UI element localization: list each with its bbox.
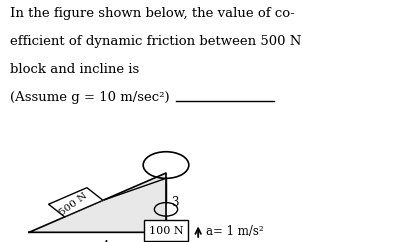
Polygon shape bbox=[49, 188, 103, 217]
Text: 4: 4 bbox=[102, 240, 110, 242]
Text: (Assume g = 10 m/sec²): (Assume g = 10 m/sec²) bbox=[10, 91, 170, 104]
Text: block and incline is: block and incline is bbox=[10, 63, 139, 76]
Text: 3: 3 bbox=[171, 196, 178, 209]
Text: efficient of dynamic friction between 500 N: efficient of dynamic friction between 50… bbox=[10, 35, 302, 48]
Text: 100 N: 100 N bbox=[149, 226, 183, 236]
Text: In the figure shown below, the value of co-: In the figure shown below, the value of … bbox=[10, 7, 295, 20]
FancyBboxPatch shape bbox=[144, 220, 188, 241]
Polygon shape bbox=[29, 173, 166, 232]
Text: 500 N: 500 N bbox=[58, 191, 89, 218]
Text: a= 1 m/s²: a= 1 m/s² bbox=[206, 225, 263, 238]
